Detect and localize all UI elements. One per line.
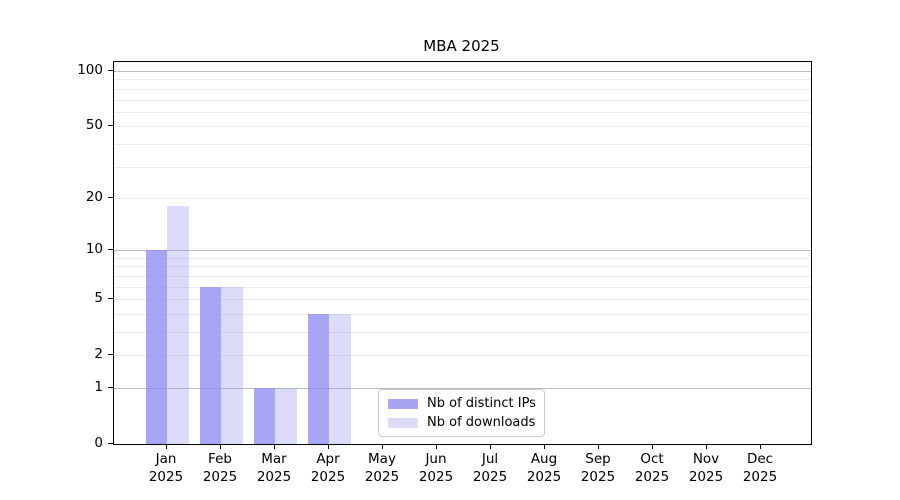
bar-downloads: [167, 206, 189, 444]
minor-gridline: [114, 111, 811, 113]
legend-label-downloads: Nb of downloads: [427, 415, 536, 430]
y-tick-label: 50: [85, 117, 103, 134]
minor-gridline: [114, 286, 811, 288]
x-tick-label: Jun 2025: [418, 451, 454, 485]
x-tick: [652, 444, 653, 449]
minor-gridline: [114, 197, 811, 199]
legend: Nb of distinct IPs Nb of downloads: [378, 389, 545, 437]
y-tick: [108, 125, 113, 127]
bar-downloads: [275, 388, 297, 444]
x-tick: [220, 444, 221, 449]
y-tick-label: 100: [77, 62, 103, 79]
minor-gridline: [114, 99, 811, 101]
x-tick-label: May 2025: [364, 451, 400, 485]
legend-item-downloads: Nb of downloads: [379, 415, 544, 430]
minor-gridline: [114, 313, 811, 315]
major-gridline: [114, 387, 811, 389]
x-tick-label: Mar 2025: [256, 451, 292, 485]
y-tick-label: 0: [94, 435, 103, 451]
x-tick-label: Aug 2025: [526, 451, 562, 485]
x-tick: [328, 444, 329, 449]
minor-gridline: [114, 355, 811, 357]
chart-title: MBA 2025: [423, 37, 500, 55]
y-tick: [108, 70, 113, 72]
major-gridline: [114, 71, 811, 73]
minor-gridline: [114, 166, 811, 168]
legend-swatch-distinct-ips: [388, 398, 418, 409]
y-tick-label: 20: [85, 188, 103, 205]
x-tick-label: Dec 2025: [742, 451, 778, 485]
bar-downloads: [329, 313, 351, 444]
minor-gridline: [114, 143, 811, 145]
y-tick-label: 2: [94, 346, 103, 363]
x-tick-label: Feb 2025: [202, 451, 238, 485]
bar-downloads: [221, 286, 243, 444]
minor-gridline: [114, 79, 811, 81]
minor-gridline: [114, 257, 811, 259]
x-tick: [706, 444, 707, 449]
bar-distinct-ips: [253, 388, 275, 444]
x-tick: [166, 444, 167, 449]
y-tick-label: 5: [94, 290, 103, 307]
minor-gridline: [114, 266, 811, 268]
legend-label-distinct-ips: Nb of distinct IPs: [427, 396, 536, 411]
x-tick-label: Apr 2025: [310, 451, 346, 485]
bar-distinct-ips: [145, 250, 167, 444]
x-tick: [382, 444, 383, 449]
x-tick: [598, 444, 599, 449]
y-tick: [108, 298, 113, 300]
x-tick: [760, 444, 761, 449]
x-tick-label: Jan 2025: [148, 451, 184, 485]
x-tick: [490, 444, 491, 449]
y-tick-label: 1: [94, 378, 103, 395]
y-tick: [108, 249, 113, 251]
minor-gridline: [114, 126, 811, 128]
x-tick-label: Nov 2025: [688, 451, 724, 485]
bar-distinct-ips: [307, 313, 329, 444]
plot-area: [113, 61, 812, 445]
x-tick-label: Sep 2025: [580, 451, 616, 485]
minor-gridline: [114, 275, 811, 277]
minor-gridline: [114, 299, 811, 301]
y-tick: [108, 386, 113, 388]
major-gridline: [114, 250, 811, 252]
legend-item-distinct-ips: Nb of distinct IPs: [379, 396, 544, 411]
y-tick: [108, 443, 113, 444]
y-tick: [108, 196, 113, 198]
x-tick-label: Oct 2025: [634, 451, 670, 485]
x-tick-label: Jul 2025: [472, 451, 508, 485]
minor-gridline: [114, 331, 811, 333]
minor-gridline: [114, 88, 811, 90]
bar-distinct-ips: [199, 286, 221, 444]
y-tick-label: 10: [85, 241, 103, 258]
x-tick: [544, 444, 545, 449]
x-tick: [274, 444, 275, 449]
x-tick: [436, 444, 437, 449]
y-tick: [108, 354, 113, 356]
legend-swatch-downloads: [388, 417, 418, 428]
